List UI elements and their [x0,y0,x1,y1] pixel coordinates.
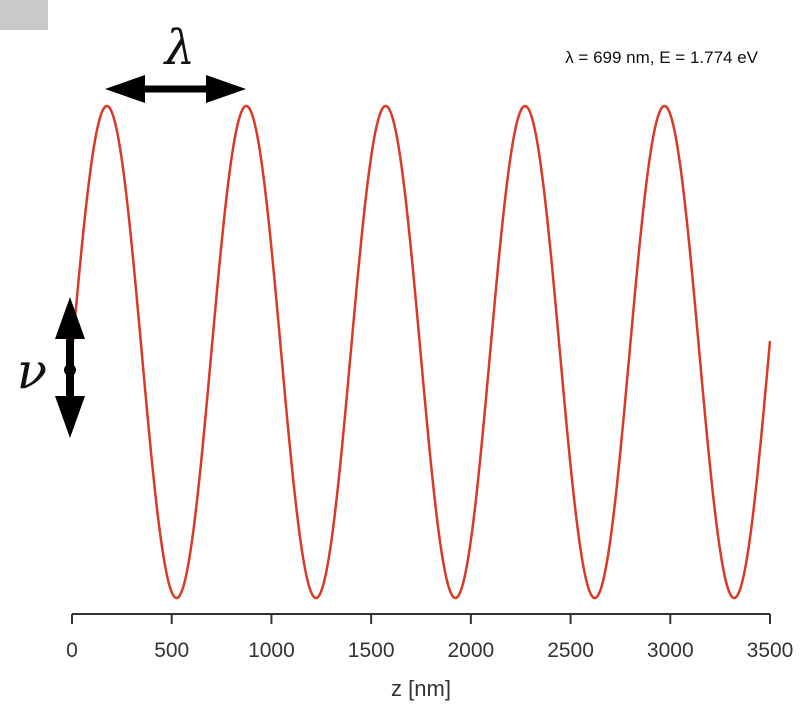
series-line-wave [70,104,772,600]
nu-symbol: ν [17,342,47,400]
wavelength-energy-annotation: λ = 699 nm, E = 1.774 eV [565,48,758,67]
x-tick-label: 1500 [348,639,395,662]
x-tick-label: 500 [154,639,189,662]
x-tick-label: 0 [66,639,78,662]
nu-arrow-center-dot [64,364,76,376]
nu-arrow-head-down [55,396,85,438]
x-axis-ticks: 0 500 1000 1500 2000 2500 3000 3500 [66,614,793,662]
x-tick-label: 3000 [647,639,694,662]
x-tick-label: 2000 [447,639,494,662]
nu-arrow-head-up [55,297,85,339]
x-axis-label: z [nm] [391,676,451,701]
x-tick-label: 1000 [248,639,295,662]
x-tick-label: 2500 [547,639,594,662]
lambda-symbol: λ [163,20,195,76]
x-axis: 0 500 1000 1500 2000 2500 3000 3500 [66,613,793,662]
corner-gray-box [0,0,48,30]
lambda-arrow-head-right [206,75,246,103]
x-tick-label: 3500 [747,639,794,662]
wavelength-double-arrow [105,75,246,103]
lambda-arrow-head-left [105,75,145,103]
oscillation-double-arrow [55,297,85,438]
